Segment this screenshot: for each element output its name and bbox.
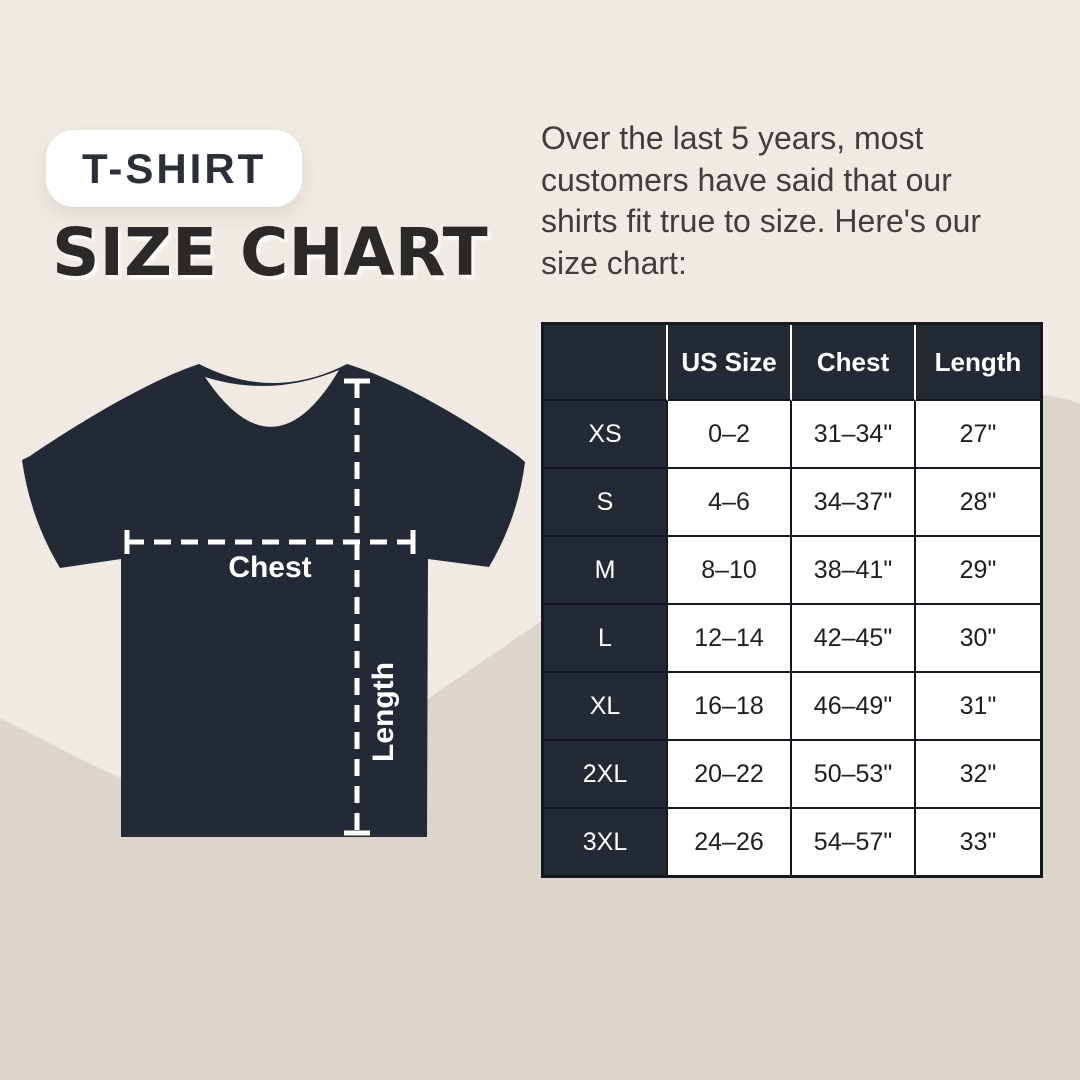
table-row: S 4–6 34–37" 28" (544, 469, 1040, 537)
us-size-cell: 8–10 (668, 537, 792, 605)
chest-cell: 42–45" (792, 605, 916, 673)
tshirt-badge-label: T-SHIRT (82, 144, 267, 192)
table-row: L 12–14 42–45" 30" (544, 605, 1040, 673)
chest-cell: 46–49" (792, 673, 916, 741)
intro-text: Over the last 5 years, most customers ha… (541, 120, 982, 281)
table-header-row: US Size Chest Length (544, 325, 1040, 401)
length-label: Length (367, 662, 400, 762)
tshirt-icon (22, 364, 525, 837)
size-cell: XL (544, 673, 668, 741)
tshirt-diagram (22, 364, 525, 837)
collar-hole (205, 370, 339, 427)
chest-cell: 38–41" (792, 537, 916, 605)
size-cell: L (544, 605, 668, 673)
length-cell: 30" (916, 605, 1040, 673)
length-cell: 29" (916, 537, 1040, 605)
table-row: XS 0–2 31–34" 27" (544, 401, 1040, 469)
chest-cell: 54–57" (792, 809, 916, 875)
size-cell: XS (544, 401, 668, 469)
size-cell: M (544, 537, 668, 605)
us-size-cell: 0–2 (668, 401, 792, 469)
header-cell-blank (544, 325, 668, 401)
length-cell: 28" (916, 469, 1040, 537)
table-row: XL 16–18 46–49" 31" (544, 673, 1040, 741)
chest-cell: 34–37" (792, 469, 916, 537)
length-cell: 32" (916, 741, 1040, 809)
us-size-cell: 16–18 (668, 673, 792, 741)
length-cell: 31" (916, 673, 1040, 741)
table-row: 2XL 20–22 50–53" 32" (544, 741, 1040, 809)
header-cell-length: Length (916, 325, 1040, 401)
table-row: 3XL 24–26 54–57" 33" (544, 809, 1040, 875)
size-cell: 2XL (544, 741, 668, 809)
length-cell: 33" (916, 809, 1040, 875)
chest-measure-line (124, 530, 416, 554)
tshirt-badge: T-SHIRT (46, 130, 303, 207)
size-cell: 3XL (544, 809, 668, 875)
page-title: SIZE CHART (52, 214, 488, 291)
size-cell: S (544, 469, 668, 537)
chest-cell: 50–53" (792, 741, 916, 809)
table-row: M 8–10 38–41" 29" (544, 537, 1040, 605)
us-size-cell: 4–6 (668, 469, 792, 537)
header-cell-chest: Chest (792, 325, 916, 401)
us-size-cell: 24–26 (668, 809, 792, 875)
length-measure-line (344, 378, 370, 836)
size-table: US Size Chest Length XS 0–2 31–34" 27" S… (541, 322, 1043, 878)
header-cell-us-size: US Size (668, 325, 792, 401)
chest-cell: 31–34" (792, 401, 916, 469)
us-size-cell: 12–14 (668, 605, 792, 673)
chest-label: Chest (228, 551, 312, 584)
length-cell: 27" (916, 401, 1040, 469)
us-size-cell: 20–22 (668, 741, 792, 809)
